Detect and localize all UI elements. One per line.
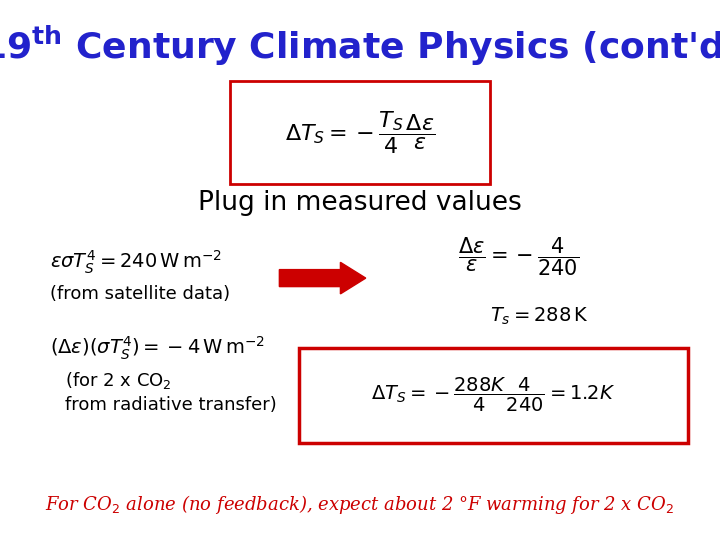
Text: Plug in measured values: Plug in measured values xyxy=(198,190,522,215)
Text: $T_s = 288\,\mathrm{K}$: $T_s = 288\,\mathrm{K}$ xyxy=(490,305,588,327)
Text: $\dfrac{\Delta\varepsilon}{\varepsilon} = -\dfrac{4}{240}$: $\dfrac{\Delta\varepsilon}{\varepsilon} … xyxy=(458,235,579,278)
Text: $\Delta T_S = -\dfrac{288K}{4}\dfrac{4}{240} = 1.2K$: $\Delta T_S = -\dfrac{288K}{4}\dfrac{4}{… xyxy=(371,376,616,414)
Text: $\Delta T_S = -\dfrac{T_S}{4}\dfrac{\Delta\varepsilon}{\varepsilon}$: $\Delta T_S = -\dfrac{T_S}{4}\dfrac{\Del… xyxy=(285,109,435,156)
Text: (from satellite data): (from satellite data) xyxy=(50,285,230,303)
Text: from radiative transfer): from radiative transfer) xyxy=(65,396,276,414)
Text: $(\Delta\varepsilon)(\sigma T_S^4) = -4\,\mathrm{W\,m^{-2}}$: $(\Delta\varepsilon)(\sigma T_S^4) = -4\… xyxy=(50,335,265,362)
Text: (for 2 x CO$_2$: (for 2 x CO$_2$ xyxy=(65,370,171,391)
Text: 19$^{\mathbf{th}}$ Century Climate Physics (cont'd): 19$^{\mathbf{th}}$ Century Climate Physi… xyxy=(0,24,720,69)
Text: For CO$_2$ alone (no feedback), expect about 2 °F warming for 2 x CO$_2$: For CO$_2$ alone (no feedback), expect a… xyxy=(45,494,675,516)
Text: $\varepsilon\sigma T_S^4 = 240\,\mathrm{W\,m^{-2}}$: $\varepsilon\sigma T_S^4 = 240\,\mathrm{… xyxy=(50,248,222,275)
FancyArrow shape xyxy=(279,262,366,294)
